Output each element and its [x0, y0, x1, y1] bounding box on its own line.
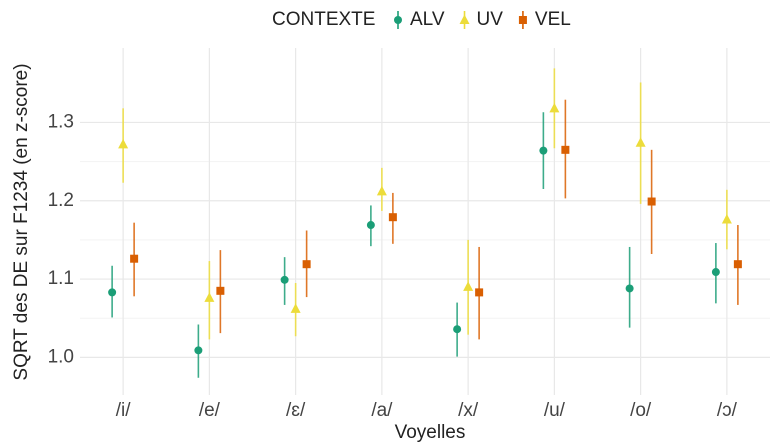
- point: [302, 260, 311, 269]
- x-tick-label: /u/: [544, 400, 566, 421]
- point: [459, 14, 470, 24]
- point: [518, 16, 527, 24]
- point: [475, 288, 484, 297]
- legend-title: CONTEXTE: [272, 9, 375, 30]
- point: [733, 260, 742, 269]
- point: [561, 145, 570, 154]
- point: [280, 275, 289, 284]
- x-tick-label: /x/: [458, 400, 479, 421]
- point: [204, 292, 215, 302]
- series: [108, 112, 720, 378]
- point: [216, 286, 225, 295]
- point: [366, 221, 375, 230]
- legend-label: VEL: [535, 9, 571, 30]
- legend-label: UV: [477, 9, 504, 30]
- point: [625, 284, 634, 293]
- x-tick-label: /a/: [371, 400, 393, 421]
- series: [118, 68, 732, 340]
- point: [711, 268, 720, 277]
- point: [388, 213, 397, 222]
- point: [376, 185, 387, 196]
- y-axis-label: SQRT des DE sur F1234 (en z-score): [11, 63, 32, 380]
- point: [635, 137, 646, 147]
- x-tick-label: /ɛ/: [286, 400, 306, 421]
- point: [721, 214, 732, 224]
- point: [290, 303, 301, 313]
- point: [130, 254, 139, 263]
- point: [463, 281, 474, 291]
- x-tick-label: /ɔ/: [717, 400, 738, 421]
- series: [130, 99, 742, 340]
- point: [647, 197, 656, 206]
- x-tick-label: /i/: [116, 400, 132, 421]
- point: [453, 325, 462, 334]
- x-tick-label: /e/: [199, 400, 221, 421]
- legend-label: ALV: [410, 9, 445, 30]
- x-tick-label: /o/: [630, 400, 652, 421]
- y-tick-label: 1.0: [48, 346, 74, 367]
- y-tick-label: 1.1: [48, 268, 74, 289]
- point: [539, 146, 548, 155]
- y-tick-label: 1.3: [48, 111, 74, 132]
- point: [118, 138, 129, 149]
- point: [549, 102, 560, 113]
- y-tick-label: 1.2: [48, 190, 74, 211]
- point: [194, 346, 203, 355]
- x-axis-label: Voyelles: [395, 422, 466, 443]
- legend: CONTEXTE ALV UV VEL: [272, 9, 571, 30]
- point: [108, 288, 117, 297]
- point: [394, 16, 402, 24]
